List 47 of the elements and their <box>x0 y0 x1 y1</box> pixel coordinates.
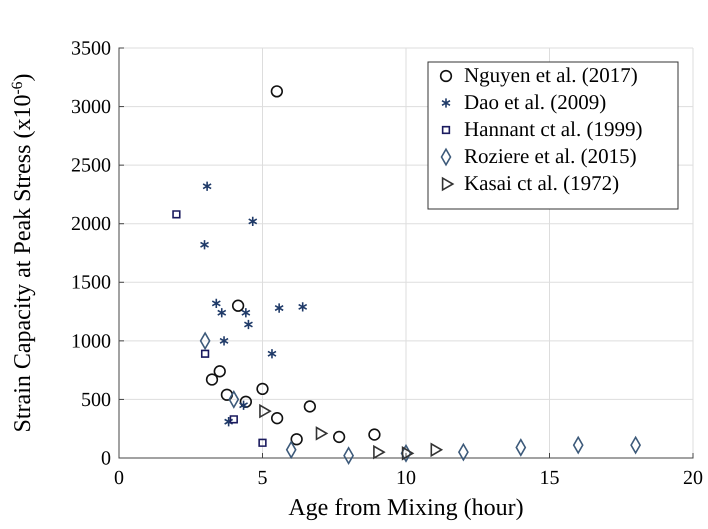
point <box>230 415 238 424</box>
point <box>202 180 212 192</box>
point <box>172 210 181 218</box>
point <box>200 350 210 358</box>
point <box>224 416 234 428</box>
point <box>267 348 277 360</box>
legend-label: Kasai ct al. (1972) <box>464 171 620 195</box>
y-tick-label: 500 <box>81 388 111 411</box>
y-tick-label: 2000 <box>71 213 111 236</box>
point <box>332 430 346 444</box>
point <box>200 239 210 250</box>
point <box>211 298 222 309</box>
x-tick-label: 15 <box>540 467 560 490</box>
point <box>216 307 227 318</box>
x-tick-label: 5 <box>258 467 268 490</box>
point <box>368 428 381 441</box>
point <box>248 216 258 227</box>
point <box>219 335 229 346</box>
x-axis-title: Age from Mixing (hour) <box>288 495 524 521</box>
legend-label: Nguyen et al. (2017) <box>464 63 638 87</box>
x-tick-label: 10 <box>396 467 416 490</box>
point <box>206 373 218 386</box>
point <box>240 396 252 408</box>
point <box>241 307 251 318</box>
point <box>290 433 303 446</box>
point <box>232 300 244 312</box>
point <box>256 382 269 396</box>
point <box>214 365 226 378</box>
y-tick-label: 2500 <box>71 154 111 177</box>
legend-label: Dao et al. (2009) <box>464 90 606 114</box>
point <box>298 301 308 312</box>
y-tick-label: 1000 <box>71 330 111 352</box>
x-tick-label: 20 <box>683 467 703 490</box>
point <box>270 85 283 98</box>
legend-label: Roziere et al. (2015) <box>464 144 637 168</box>
point <box>270 412 284 424</box>
point <box>304 400 316 413</box>
y-tick-label: 1500 <box>71 272 111 294</box>
point <box>258 438 267 447</box>
y-tick-label: 0 <box>101 447 111 470</box>
point <box>274 302 284 314</box>
legend-label: Hannant ct al. (1999) <box>464 117 642 141</box>
y-tick-label: 3000 <box>71 96 111 118</box>
point <box>244 319 254 330</box>
point <box>220 388 234 401</box>
point <box>238 400 248 411</box>
y-tick-label: 3500 <box>71 37 111 60</box>
